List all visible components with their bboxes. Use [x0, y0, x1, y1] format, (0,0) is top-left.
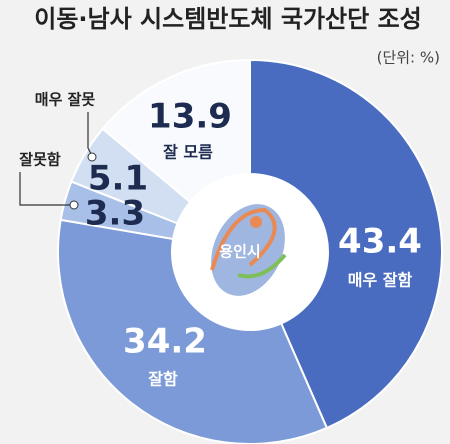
category-label: 매우 잘못	[35, 91, 96, 109]
value-label: 43.4	[338, 222, 422, 262]
center-label: 용인시	[219, 243, 260, 261]
logo-dot	[250, 216, 262, 228]
chart-subtitle: (단위: %)	[377, 49, 440, 67]
category-label: 잘 모름	[163, 143, 213, 162]
donut	[57, 58, 443, 444]
chart-title: 이동·남사 시스템반도체 국가산단 조성	[34, 5, 421, 33]
callout-dot	[69, 200, 79, 210]
category-label: 매우 잘함	[348, 271, 413, 290]
value-label: 34.2	[123, 322, 207, 362]
logo-leaf	[237, 253, 287, 279]
value-label: 5.1	[88, 159, 148, 199]
callout-dot	[87, 152, 97, 162]
value-label: 13.9	[148, 97, 232, 137]
value-label: 3.3	[85, 194, 145, 234]
callout-line	[19, 172, 70, 206]
logo-arc	[210, 207, 277, 271]
category-label: 잘함	[148, 370, 178, 389]
category-label: 잘못함	[19, 151, 61, 169]
